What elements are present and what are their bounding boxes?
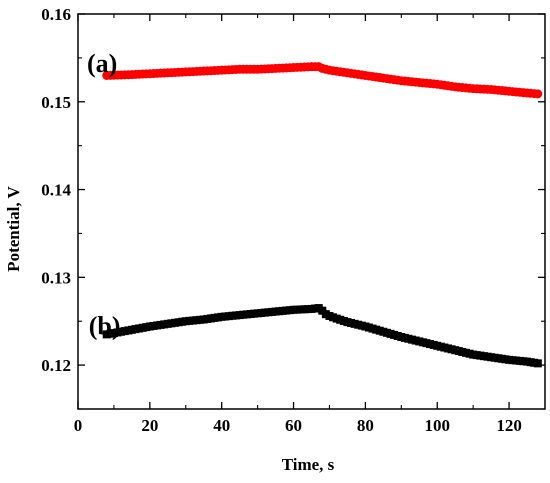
y-tick-label: 0.15 [41,93,71,112]
data-point [533,89,543,99]
axis-layer: 0 20 40 60 80 100 120 0.12 0.13 0.14 0.15 0.16 [41,5,545,435]
x-tick-label: 20 [141,416,158,435]
annotation-layer: (a) (b) [87,49,121,340]
y-tick-label: 0.14 [41,181,71,200]
plot-frame [77,13,546,410]
y-tick-label: 0.12 [41,356,71,375]
data-point [533,359,542,368]
series-1 [102,62,543,99]
series-layer [102,62,543,368]
y-axis-title: Potential, V [4,185,23,271]
x-axis-title: Time, s [282,455,335,474]
x-tick-label: 60 [285,416,302,435]
x-tick-label: 80 [357,416,374,435]
plot-area [77,13,546,410]
y-tick-label: 0.16 [41,5,71,24]
annotation-b: (b) [89,311,121,340]
x-tick-label: 100 [424,416,450,435]
series-2 [102,304,542,368]
x-tick-label: 40 [213,416,230,435]
y-tick-label: 0.13 [41,268,71,287]
x-tick-label: 120 [496,416,522,435]
annotation-a: (a) [87,49,117,78]
x-tick-label: 0 [74,416,83,435]
